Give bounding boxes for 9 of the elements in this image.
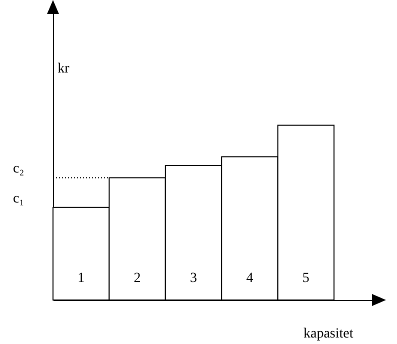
x-tick-label: 3 (190, 271, 197, 286)
x-tick-label: 5 (302, 271, 310, 286)
ref-line-label: c₂ (13, 162, 24, 177)
x-tick-label: 4 (246, 271, 254, 286)
x-tick-label: 2 (134, 271, 141, 286)
x-axis-title: kapasitet (304, 326, 354, 342)
y-axis-title: kr (58, 62, 70, 76)
x-tick-label: 1 (78, 271, 85, 286)
text: c₁ (13, 191, 24, 206)
